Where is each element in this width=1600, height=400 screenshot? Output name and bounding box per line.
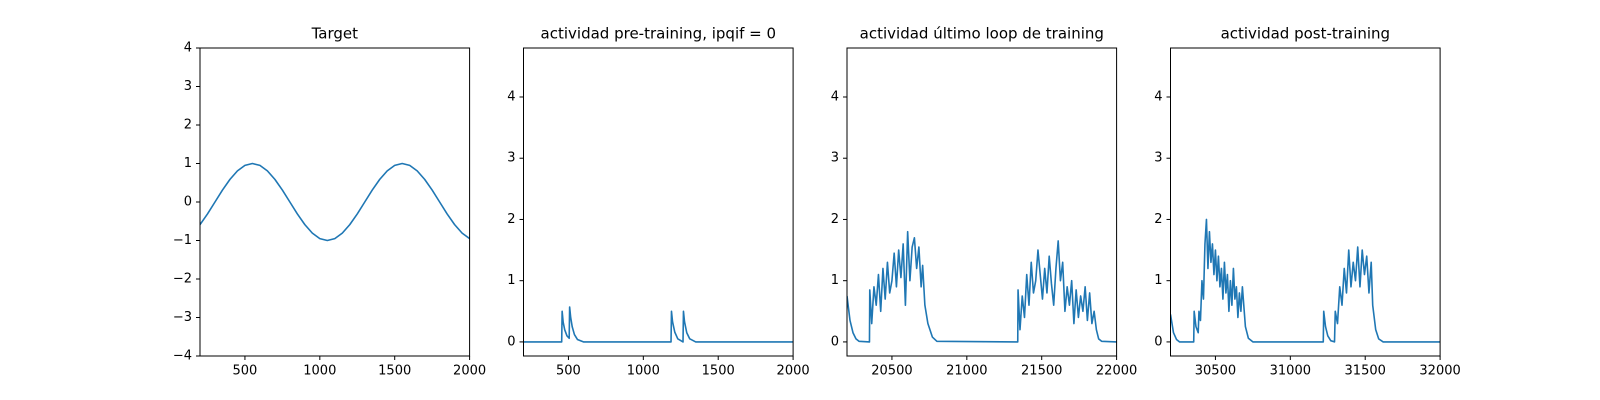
y-tick-label: −1 [173, 233, 192, 248]
x-tick-label: 1500 [702, 364, 735, 379]
y-tick-label: 2 [1154, 212, 1162, 227]
y-tick-label: 2 [507, 212, 515, 227]
x-tick-label: 31500 [1345, 364, 1386, 379]
y-tick-label: 2 [831, 212, 839, 227]
x-tick-label: 22000 [1096, 364, 1137, 379]
y-tick-label: 2 [184, 118, 192, 133]
axes-frame [523, 47, 794, 357]
x-tick-label: 500 [556, 364, 581, 379]
data-line [200, 162, 470, 242]
chart-title: actividad pre-training, ipqif = 0 [541, 25, 777, 43]
y-tick-label: 0 [184, 195, 192, 210]
y-tick-label: −2 [173, 272, 192, 287]
y-tick-label: 4 [1154, 89, 1162, 104]
y-tick-label: 1 [507, 273, 515, 288]
y-tick-label: 1 [184, 156, 192, 171]
x-tick-label: 20500 [871, 364, 912, 379]
data-line [847, 230, 1117, 343]
data-line [523, 306, 794, 343]
y-tick-label: 0 [831, 334, 839, 349]
x-tick-label: 31000 [1270, 364, 1311, 379]
y-tick-label: 4 [507, 89, 515, 104]
chart-title: actividad post-training [1221, 25, 1390, 43]
chart-title: Target [311, 25, 359, 43]
x-tick-label: 32000 [1419, 364, 1460, 379]
y-tick-label: 3 [507, 151, 515, 166]
y-tick-label: 1 [1154, 273, 1162, 288]
axes-frame [1170, 47, 1441, 357]
y-tick-label: 3 [1154, 151, 1162, 166]
x-tick-label: 30500 [1195, 364, 1236, 379]
y-tick-label: −4 [173, 349, 192, 364]
chart-title: actividad último loop de training [860, 25, 1104, 43]
x-tick-label: 2000 [453, 364, 486, 379]
axes-frame [199, 47, 471, 357]
x-tick-label: 1500 [378, 364, 411, 379]
x-tick-label: 500 [233, 364, 258, 379]
x-tick-label: 21500 [1021, 364, 1062, 379]
x-tick-label: 1000 [303, 364, 336, 379]
x-tick-label: 1000 [627, 364, 660, 379]
y-tick-label: 0 [1154, 334, 1162, 349]
y-tick-label: 3 [184, 79, 192, 94]
y-tick-label: 4 [184, 41, 192, 56]
x-tick-label: 2000 [777, 364, 810, 379]
y-tick-label: 4 [831, 89, 839, 104]
x-tick-label: 21000 [946, 364, 987, 379]
y-tick-label: 1 [831, 273, 839, 288]
data-line [1170, 218, 1441, 343]
axes-frame [846, 47, 1118, 357]
y-tick-label: −3 [173, 310, 192, 325]
y-tick-label: 3 [831, 151, 839, 166]
y-tick-label: 0 [507, 334, 515, 349]
